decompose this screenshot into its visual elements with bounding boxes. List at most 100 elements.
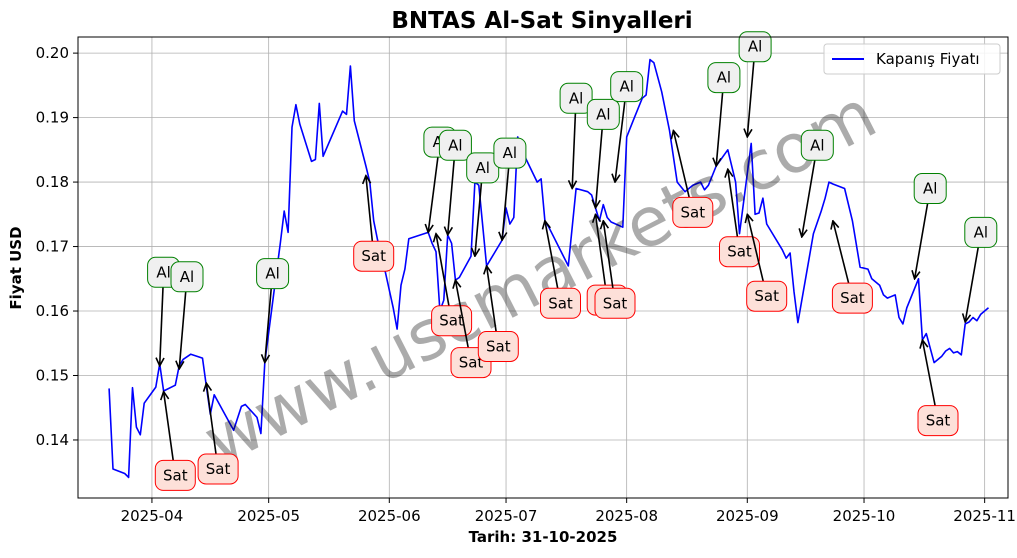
signal-arrow	[265, 288, 272, 363]
y-axis-label: Fiyat USD	[7, 226, 25, 309]
x-tick-label: 2025-08	[595, 507, 658, 525]
plot-frame	[77, 36, 1009, 499]
signal-label-box	[800, 129, 834, 161]
signal-label-box	[353, 240, 395, 272]
signal-label-box	[559, 82, 593, 114]
x-tick-label: 2025-07	[475, 507, 538, 525]
signal-label: Sat	[754, 287, 779, 305]
signal-label: Sat	[680, 203, 705, 221]
legend-box	[823, 43, 1001, 75]
signal-label: Sat	[439, 312, 464, 330]
signal-arrow	[160, 287, 163, 366]
y-tick-label: 0.15	[36, 366, 69, 384]
signal-label: Sat	[486, 338, 511, 356]
signal-label-box	[913, 173, 947, 204]
sell-signal: Sat	[672, 131, 714, 228]
buy-signal: Al	[800, 129, 834, 237]
signal-arrow	[179, 291, 187, 369]
signal-arrow	[603, 221, 614, 289]
signal-label-box	[493, 137, 527, 169]
buy-signal: Al	[559, 82, 593, 188]
sell-signal: Sat	[594, 221, 636, 319]
signal-label: Al	[475, 159, 489, 177]
x-tick-label: 2025-09	[716, 507, 779, 525]
watermark-text: www.uscmarkets.com	[192, 75, 889, 482]
signal-arrow	[448, 160, 455, 235]
buy-signal: Al	[738, 31, 772, 137]
signal-label: Al	[596, 105, 610, 123]
signal-label-box	[438, 129, 472, 161]
y-tick-label: 0.17	[36, 238, 69, 256]
signal-label-box	[917, 405, 959, 437]
signal-arrow	[366, 176, 374, 242]
sell-signal: Sat	[477, 266, 519, 362]
signal-arrow	[615, 101, 626, 183]
signal-arrow	[596, 129, 603, 208]
buy-signal: Al	[610, 71, 644, 183]
signal-arrow	[965, 247, 979, 322]
x-tick-label: 2025-04	[121, 507, 184, 525]
axis-ticks: 2025-04 2025-05 2025-06 2025-07 2025-08 2025-…	[36, 44, 1016, 525]
signal-arrow	[728, 169, 739, 237]
y-tick-label: 0.18	[36, 173, 69, 191]
signal-label-box	[477, 331, 519, 362]
signal-label: Sat	[163, 466, 188, 484]
signal-label: Al	[923, 180, 937, 198]
signal-label: Al	[156, 263, 170, 281]
signal-label: Sat	[548, 294, 573, 312]
signal-label: Sat	[459, 354, 484, 372]
signal-arrow	[487, 266, 497, 332]
signal-arrow	[164, 392, 174, 461]
signal-arrow	[747, 214, 764, 282]
x-axis-label: Tarih: 31-10-2025	[469, 528, 618, 546]
y-tick-label: 0.14	[36, 431, 69, 449]
grid-lines	[78, 37, 1008, 498]
signal-label-box	[672, 196, 714, 228]
signal-label: Sat	[206, 460, 231, 478]
signal-label-box	[586, 98, 620, 130]
signal-arrow	[206, 383, 217, 455]
sell-signal: Sat	[917, 340, 959, 437]
signal-arrow	[915, 203, 929, 279]
legend-label: Kapanış Fiyatı	[876, 50, 980, 68]
signal-label: Al	[503, 144, 517, 162]
signal-label-box	[610, 71, 644, 103]
signal-label: Al	[569, 89, 583, 107]
signal-label: Sat	[603, 294, 628, 312]
signal-label-box	[540, 287, 581, 319]
signal-label: Sat	[727, 243, 752, 261]
buy-signal: Al	[707, 62, 741, 166]
signal-arrow	[502, 168, 510, 240]
chart-title: BNTAS Al-Sat Sinyalleri	[391, 8, 692, 34]
signal-annotations: AlAlSatSatAlSatAlAlSatAlAlSatSatAlSatAlA…	[147, 31, 998, 491]
signal-label-box	[170, 261, 204, 293]
signal-label: Al	[265, 265, 279, 283]
signal-label: Sat	[361, 247, 386, 265]
signal-label: Al	[619, 78, 633, 96]
signal-arrow	[428, 156, 439, 232]
signal-arrow	[572, 113, 575, 188]
signal-label: Al	[974, 223, 988, 241]
x-tick-label: 2025-06	[358, 507, 421, 525]
buy-signal: Al	[493, 137, 527, 240]
buy-signal: Al	[147, 256, 181, 366]
signal-label: Al	[717, 69, 731, 87]
sell-signal: Sat	[353, 176, 395, 272]
y-tick-label: 0.16	[36, 302, 69, 320]
signal-label-box	[707, 62, 741, 94]
signal-label-box	[738, 31, 772, 63]
sell-signal: Sat	[832, 221, 873, 314]
signal-label-box	[964, 216, 998, 248]
buy-signal: Al	[586, 98, 620, 208]
signal-label: Al	[748, 38, 762, 56]
x-tick-label: 2025-10	[833, 507, 896, 525]
sell-signal: Sat	[154, 392, 196, 491]
signal-label-box	[256, 258, 290, 290]
x-tick-label: 2025-11	[953, 507, 1016, 525]
signal-label-box	[594, 287, 636, 319]
signal-arrow	[833, 221, 850, 284]
signal-arrow	[436, 234, 450, 306]
sell-signal: Sat	[747, 214, 788, 312]
sell-signal: Sat	[719, 169, 760, 268]
